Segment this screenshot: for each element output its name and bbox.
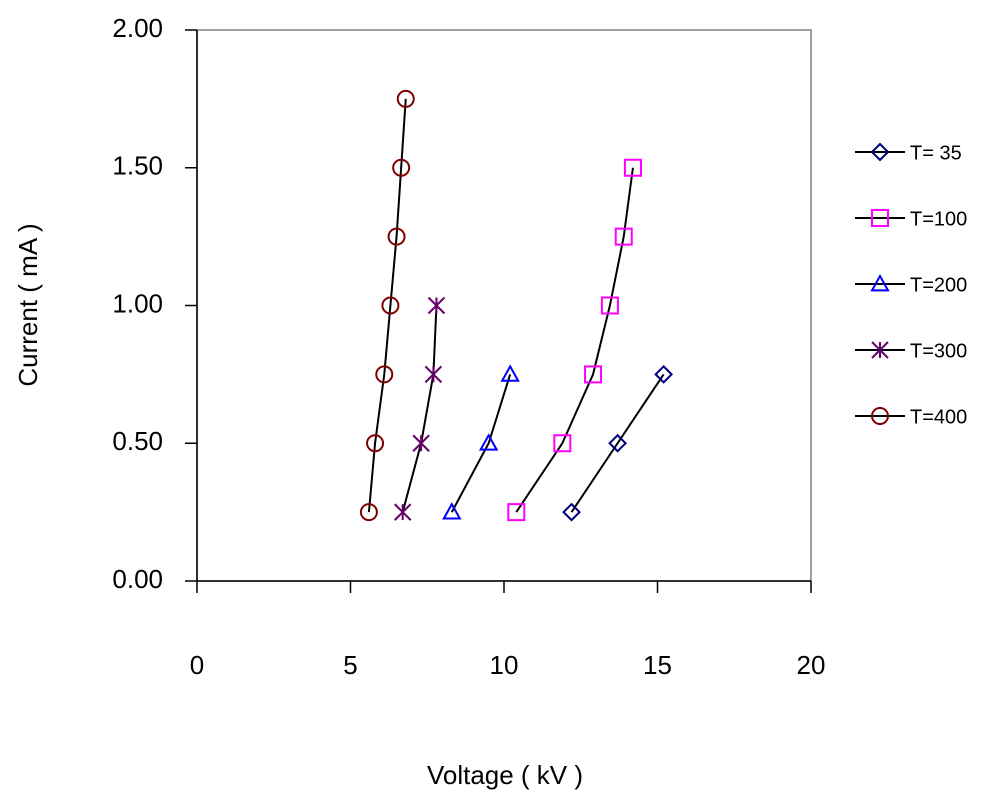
y-tick-label: 1.00: [112, 288, 163, 318]
data-point: [442, 502, 462, 520]
x-axis-title: Voltage ( kV ): [427, 760, 583, 790]
legend-label: T=300: [910, 340, 967, 362]
data-point: [623, 158, 642, 177]
data-point: [584, 365, 603, 384]
data-point: [553, 434, 572, 453]
data-point: [366, 434, 385, 453]
legend-label: T=400: [910, 406, 967, 428]
data-point: [392, 158, 411, 177]
data-point: [500, 364, 520, 382]
legend-marker: [871, 407, 889, 425]
data-point: [478, 433, 499, 451]
series-line: [450, 374, 512, 513]
data-point: [396, 89, 415, 108]
data-point: [412, 434, 430, 452]
series-line: [367, 98, 407, 513]
data-point: [507, 503, 526, 522]
data-point: [562, 502, 581, 522]
y-tick-label: 0.00: [112, 564, 163, 594]
x-tick-label: 10: [490, 650, 519, 680]
legend-marker: [870, 273, 890, 292]
legend-marker: [870, 142, 890, 162]
legend-label: T= 35: [910, 142, 962, 164]
data-point: [393, 503, 412, 521]
series-line: [515, 167, 634, 513]
series-line: [401, 305, 438, 513]
x-tick-label: 15: [643, 650, 672, 680]
legend-label: T=100: [910, 208, 967, 230]
legend-marker: [871, 209, 889, 227]
data-point: [359, 503, 378, 522]
data-point: [600, 296, 619, 315]
data-point: [608, 433, 628, 453]
y-tick-label: 2.00: [112, 13, 163, 43]
x-tick-label: 0: [190, 650, 204, 680]
y-tick-label: 0.50: [112, 426, 163, 456]
legend-label: T=200: [910, 274, 967, 296]
plot-frame: [196, 29, 812, 582]
series-line: [570, 373, 665, 513]
data-point: [614, 227, 633, 246]
data-point: [381, 296, 400, 315]
data-point: [387, 227, 406, 246]
x-tick-label: 20: [797, 650, 826, 680]
data-point: [427, 296, 446, 315]
legend-marker: [871, 341, 889, 359]
y-axis-title: Current ( mA ): [13, 223, 43, 386]
y-tick-label: 1.50: [112, 151, 163, 181]
data-point: [375, 365, 394, 384]
data-point: [424, 365, 443, 384]
x-tick-label: 5: [343, 650, 357, 680]
data-point: [654, 364, 674, 384]
